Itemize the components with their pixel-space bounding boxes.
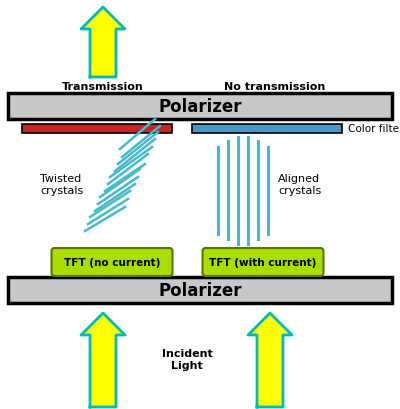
Polygon shape <box>81 313 125 335</box>
FancyBboxPatch shape <box>192 125 342 134</box>
Bar <box>90 335 116 407</box>
Text: TFT (no current): TFT (no current) <box>64 257 160 267</box>
Text: Incident
Light: Incident Light <box>162 348 212 370</box>
Text: Color filters: Color filters <box>348 124 400 134</box>
FancyBboxPatch shape <box>202 248 324 276</box>
Text: Polarizer: Polarizer <box>158 281 242 299</box>
Text: TFT (with current): TFT (with current) <box>209 257 317 267</box>
Text: No transmission: No transmission <box>224 82 326 92</box>
FancyBboxPatch shape <box>22 125 172 134</box>
Bar <box>90 30 116 78</box>
Text: Transmission: Transmission <box>62 82 144 92</box>
Text: Twisted
crystals: Twisted crystals <box>40 174 83 196</box>
Text: Aligned
crystals: Aligned crystals <box>278 174 321 196</box>
Bar <box>257 335 283 407</box>
Polygon shape <box>248 313 292 335</box>
FancyBboxPatch shape <box>8 277 392 303</box>
FancyBboxPatch shape <box>52 248 172 276</box>
FancyBboxPatch shape <box>8 94 392 120</box>
Text: Polarizer: Polarizer <box>158 98 242 116</box>
Polygon shape <box>81 8 125 30</box>
